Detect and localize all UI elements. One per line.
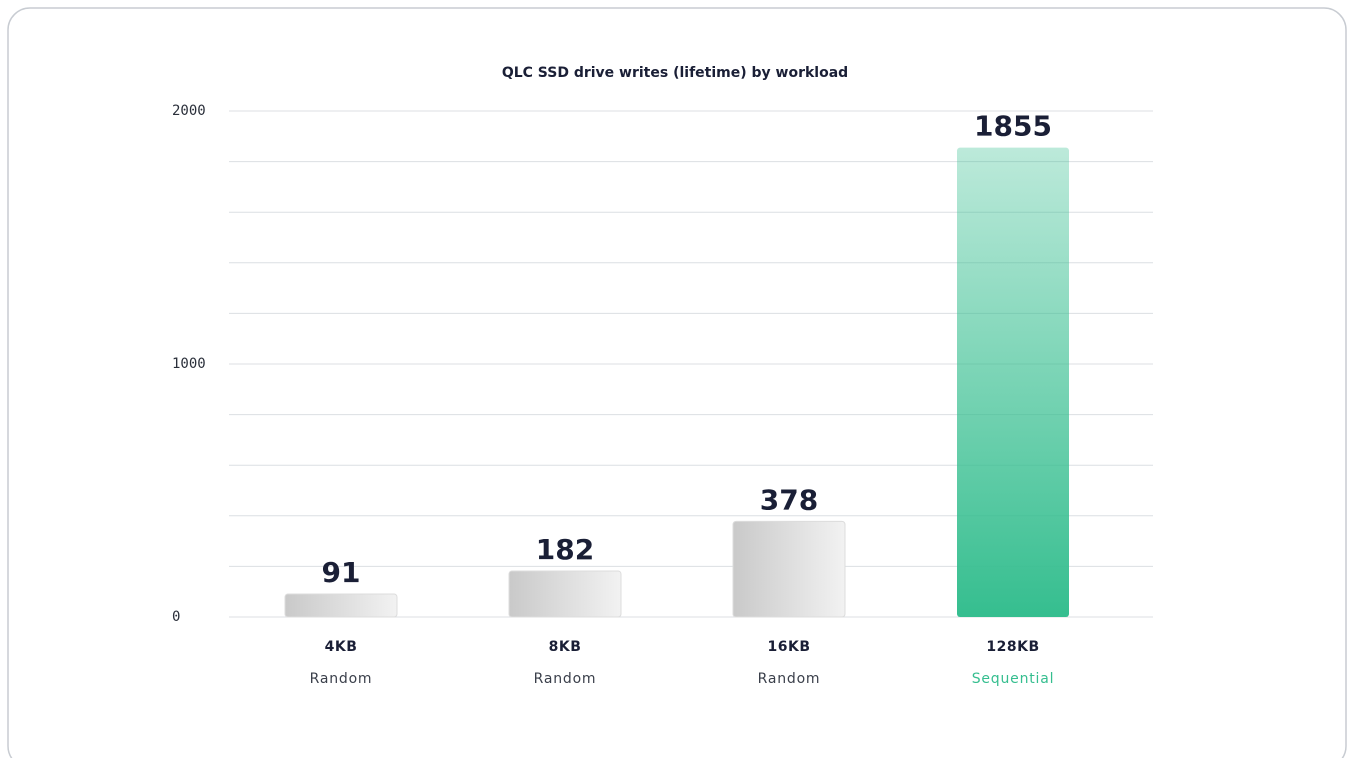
value-label: 1855 [974,110,1052,143]
bar [508,570,622,618]
chart-title: QLC SSD drive writes (lifetime) by workl… [502,65,848,81]
bar [284,593,398,618]
y-tick-label: 2000 [172,103,206,119]
card [7,7,1347,758]
x-tick-label: 16KB [767,639,810,655]
x-tick-sublabel: Random [758,671,821,687]
x-tick-label: 8KB [549,639,582,655]
y-tick-label: 1000 [172,356,206,372]
y-tick-label: 0 [172,609,180,625]
x-tick-sublabel: Random [534,671,597,687]
x-tick-label: 128KB [986,639,1039,655]
bar [957,147,1069,617]
x-tick-label: 4KB [325,639,358,655]
x-tick-sublabel: Sequential [972,671,1055,687]
value-label: 91 [322,556,361,589]
value-label: 182 [536,533,594,566]
bar [732,520,846,618]
value-label: 378 [760,483,818,516]
x-tick-sublabel: Random [310,671,373,687]
